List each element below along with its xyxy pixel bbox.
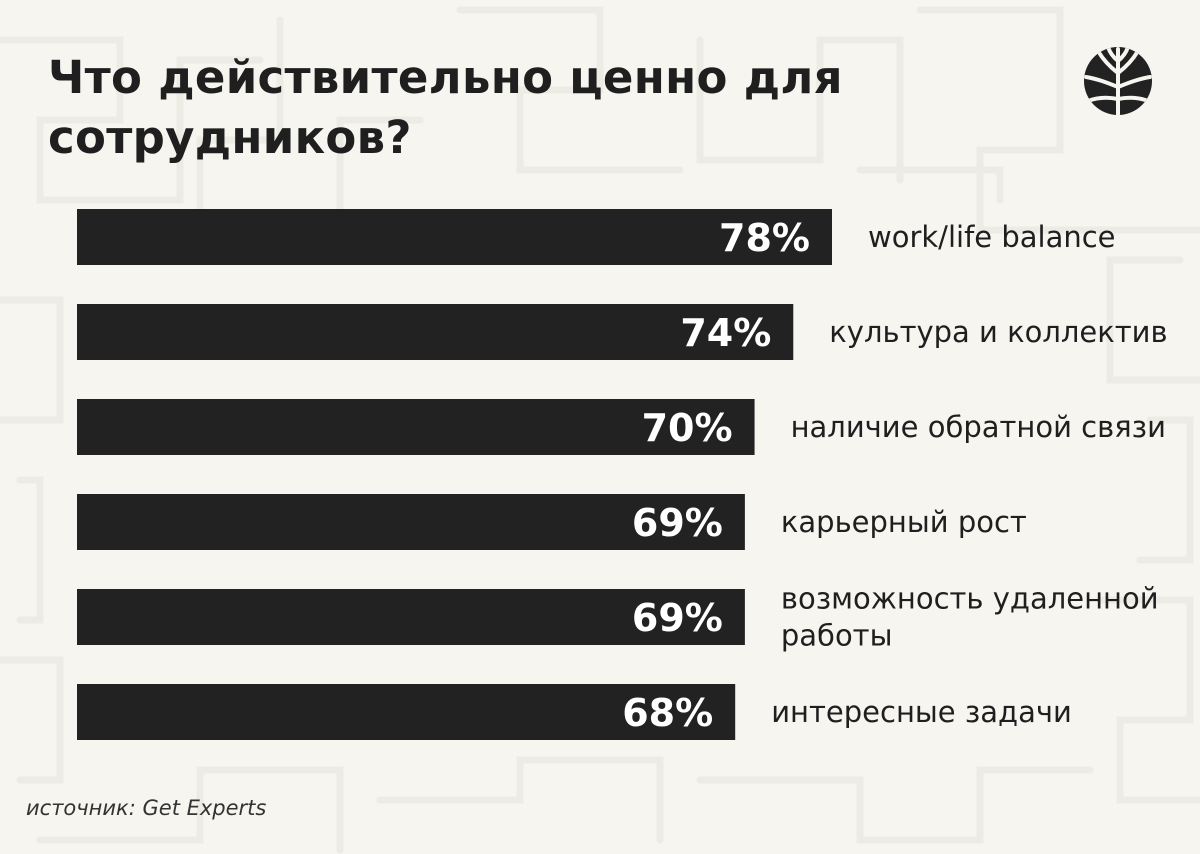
category-label-6: интересные задачи xyxy=(771,695,1072,729)
category-label-1: work/life balance xyxy=(868,220,1116,254)
category-label-4: карьерный рост xyxy=(781,505,1027,539)
bar-6 xyxy=(77,684,736,740)
bar-value-label-3: 70% xyxy=(642,406,733,450)
bar-1 xyxy=(77,209,832,265)
bar-value-label-1: 78% xyxy=(719,216,810,260)
bar-value-label-4: 69% xyxy=(632,501,723,545)
bar-3 xyxy=(77,399,755,455)
bar-4 xyxy=(77,494,745,550)
tree-logo-icon xyxy=(1084,47,1152,115)
bar-5 xyxy=(77,589,745,645)
bar-value-label-2: 74% xyxy=(680,311,771,355)
category-label-5: возможность удаленной работы xyxy=(781,582,1159,653)
page-title: Что действительно ценно для сотрудников? xyxy=(48,51,843,164)
source-note: источник: Get Experts xyxy=(26,796,267,820)
category-label-2: культура и коллектив xyxy=(829,315,1167,349)
bar-value-label-6: 68% xyxy=(622,691,713,735)
category-label-3: наличие обратной связи xyxy=(791,410,1166,444)
bar-2 xyxy=(77,304,794,360)
bar-value-label-5: 69% xyxy=(632,596,723,640)
